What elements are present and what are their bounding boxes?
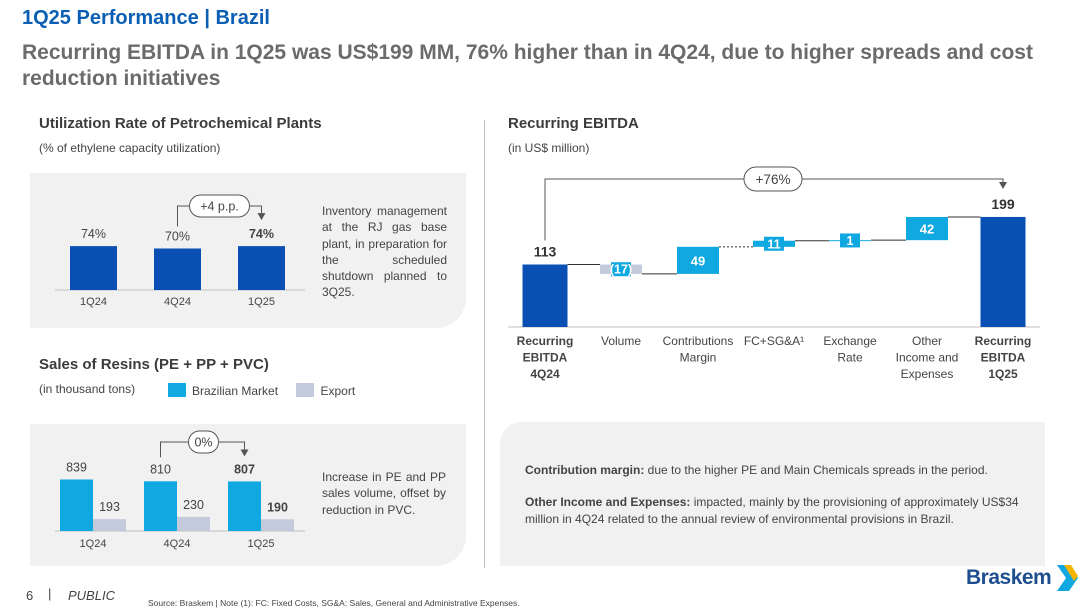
ebitda-total-label: 199 <box>991 196 1015 212</box>
ebitda-notes: Contribution margin: due to the higher P… <box>525 462 1037 543</box>
resin-brazil-bar <box>60 479 93 531</box>
ebitda-category-label: Contributions Margin <box>663 334 734 365</box>
ebitda-delta-bar <box>906 216 948 241</box>
resins-note: Increase in PE and PP sales volume, offs… <box>322 470 446 517</box>
ebitda-total-bar <box>980 216 1026 327</box>
braskem-logo: Braskem <box>966 566 1052 589</box>
util-bar-label: 74% <box>81 227 106 241</box>
legend-label-export: Export <box>320 384 356 398</box>
ebitda-category-label: FC+SG&A¹ <box>744 334 804 348</box>
ebitda-title: Recurring EBITDA <box>508 115 639 132</box>
note-contribution-margin-label: Contribution margin: <box>525 463 645 477</box>
resin-brazil-label: 839 <box>66 460 87 474</box>
resin-export-bar <box>177 516 210 531</box>
source-note: Source: Braskem | Note (1): FC: Fixed Co… <box>148 598 520 608</box>
ebitda-label-background <box>611 262 631 277</box>
note-other-income-text: impacted, mainly by the provisioning of … <box>525 495 1019 526</box>
util-category-label: 4Q24 <box>164 296 191 308</box>
ebitda-delta-label: (17) <box>610 263 632 277</box>
legend-swatch-brazilian <box>168 383 186 397</box>
resin-change-arrowhead <box>240 449 249 457</box>
resin-brazil-label: 807 <box>234 462 255 476</box>
slide-title: 1Q25 Performance | Brazil <box>22 7 270 29</box>
utilization-chart: 74% 1Q24 70% 4Q24 74% 1Q25 +4 p.p. <box>55 194 305 308</box>
util-bar-label: 74% <box>249 227 274 241</box>
util-bar-label: 70% <box>165 229 190 243</box>
resin-change-text: 0% <box>194 436 212 450</box>
resin-export-label: 230 <box>183 498 204 512</box>
ebitda-delta-label: 42 <box>920 222 934 237</box>
resin-brazil-bar <box>228 481 261 531</box>
ebitda-label-background <box>840 233 860 248</box>
resins-chart: 839 810 807 193 230 190 1Q24 4Q24 1Q25 0% <box>55 430 305 550</box>
util-change-badge <box>189 194 250 218</box>
utilization-title: Utilization Rate of Petrochemical Plants <box>39 115 322 132</box>
utilization-subtitle: (% of ethylene capacity utilization) <box>39 141 221 155</box>
ebitda-subtitle: (in US$ million) <box>508 141 590 155</box>
util-category-label: 1Q24 <box>80 296 107 308</box>
legend-swatch-export <box>296 383 315 397</box>
resin-export-label: 193 <box>99 500 120 514</box>
resin-export-bar <box>93 519 126 531</box>
ebitda-total-bar <box>522 264 568 327</box>
legend-label-brazilian: Brazilian Market <box>192 384 279 398</box>
resin-brazil-bar <box>144 481 177 531</box>
note-contribution-margin: Contribution margin: due to the higher P… <box>525 462 1037 478</box>
ebitda-total-label: 113 <box>534 244 557 260</box>
ebitda-category-label: Volume <box>601 334 641 348</box>
ebitda-change-text: +76% <box>756 172 791 187</box>
utilization-note: Inventory management at the RJ gas base … <box>322 204 447 300</box>
util-bar <box>154 248 201 290</box>
classification-label: PUBLIC <box>68 588 115 603</box>
ebitda-category-label: Recurring EBITDA 1Q25 <box>975 334 1032 381</box>
resins-title: Sales of Resins (PE + PP + PVC) <box>39 356 269 373</box>
footer-separator: | <box>48 586 52 601</box>
braskem-logo-icon <box>1057 565 1078 591</box>
resin-category-label: 4Q24 <box>164 538 191 550</box>
page-number: 6 <box>26 588 34 603</box>
ebitda-change-badge <box>743 166 803 192</box>
resin-brazil-label: 810 <box>150 462 171 476</box>
resin-export-label: 190 <box>267 500 288 514</box>
resins-legend: Brazilian Market Export <box>168 382 369 400</box>
resins-subtitle: (in thousand tons) <box>39 382 136 396</box>
note-contribution-margin-text: due to the higher PE and Main Chemicals … <box>644 463 988 477</box>
section-divider <box>484 120 485 568</box>
ebitda-delta-label: 49 <box>691 253 705 268</box>
util-bar <box>238 246 285 290</box>
ebitda-delta-label: 1 <box>847 234 854 248</box>
headline: Recurring EBITDA in 1Q25 was US$199 MM, … <box>22 41 1033 90</box>
ebitda-category-label: Other Income and Expenses <box>896 334 959 381</box>
ebitda-delta-label: 11 <box>767 237 780 251</box>
resin-export-bar <box>261 519 294 531</box>
note-other-income-label: Other Income and Expenses: <box>525 495 691 510</box>
ebitda-delta-bar <box>677 246 719 274</box>
ebitda-label-background <box>764 236 784 251</box>
note-other-income: Other Income and Expenses: impacted, mai… <box>525 494 1037 527</box>
util-change-arrowhead <box>257 213 266 221</box>
legend-brazilian-market: Brazilian Market <box>168 383 279 398</box>
resin-category-label: 1Q24 <box>80 538 107 550</box>
util-change-text: +4 p.p. <box>200 200 239 214</box>
ebitda-category-label: Exchange Rate <box>823 334 877 365</box>
resin-category-label: 1Q25 <box>248 538 275 550</box>
ebitda-category-label: Recurring EBITDA 4Q24 <box>517 334 574 381</box>
legend-export: Export <box>296 383 356 398</box>
resin-change-badge <box>188 430 219 454</box>
util-category-label: 1Q25 <box>248 296 275 308</box>
ebitda-change-arrowhead <box>999 181 1007 189</box>
ebitda-notes-panel <box>500 422 1045 566</box>
util-bar <box>70 246 117 290</box>
